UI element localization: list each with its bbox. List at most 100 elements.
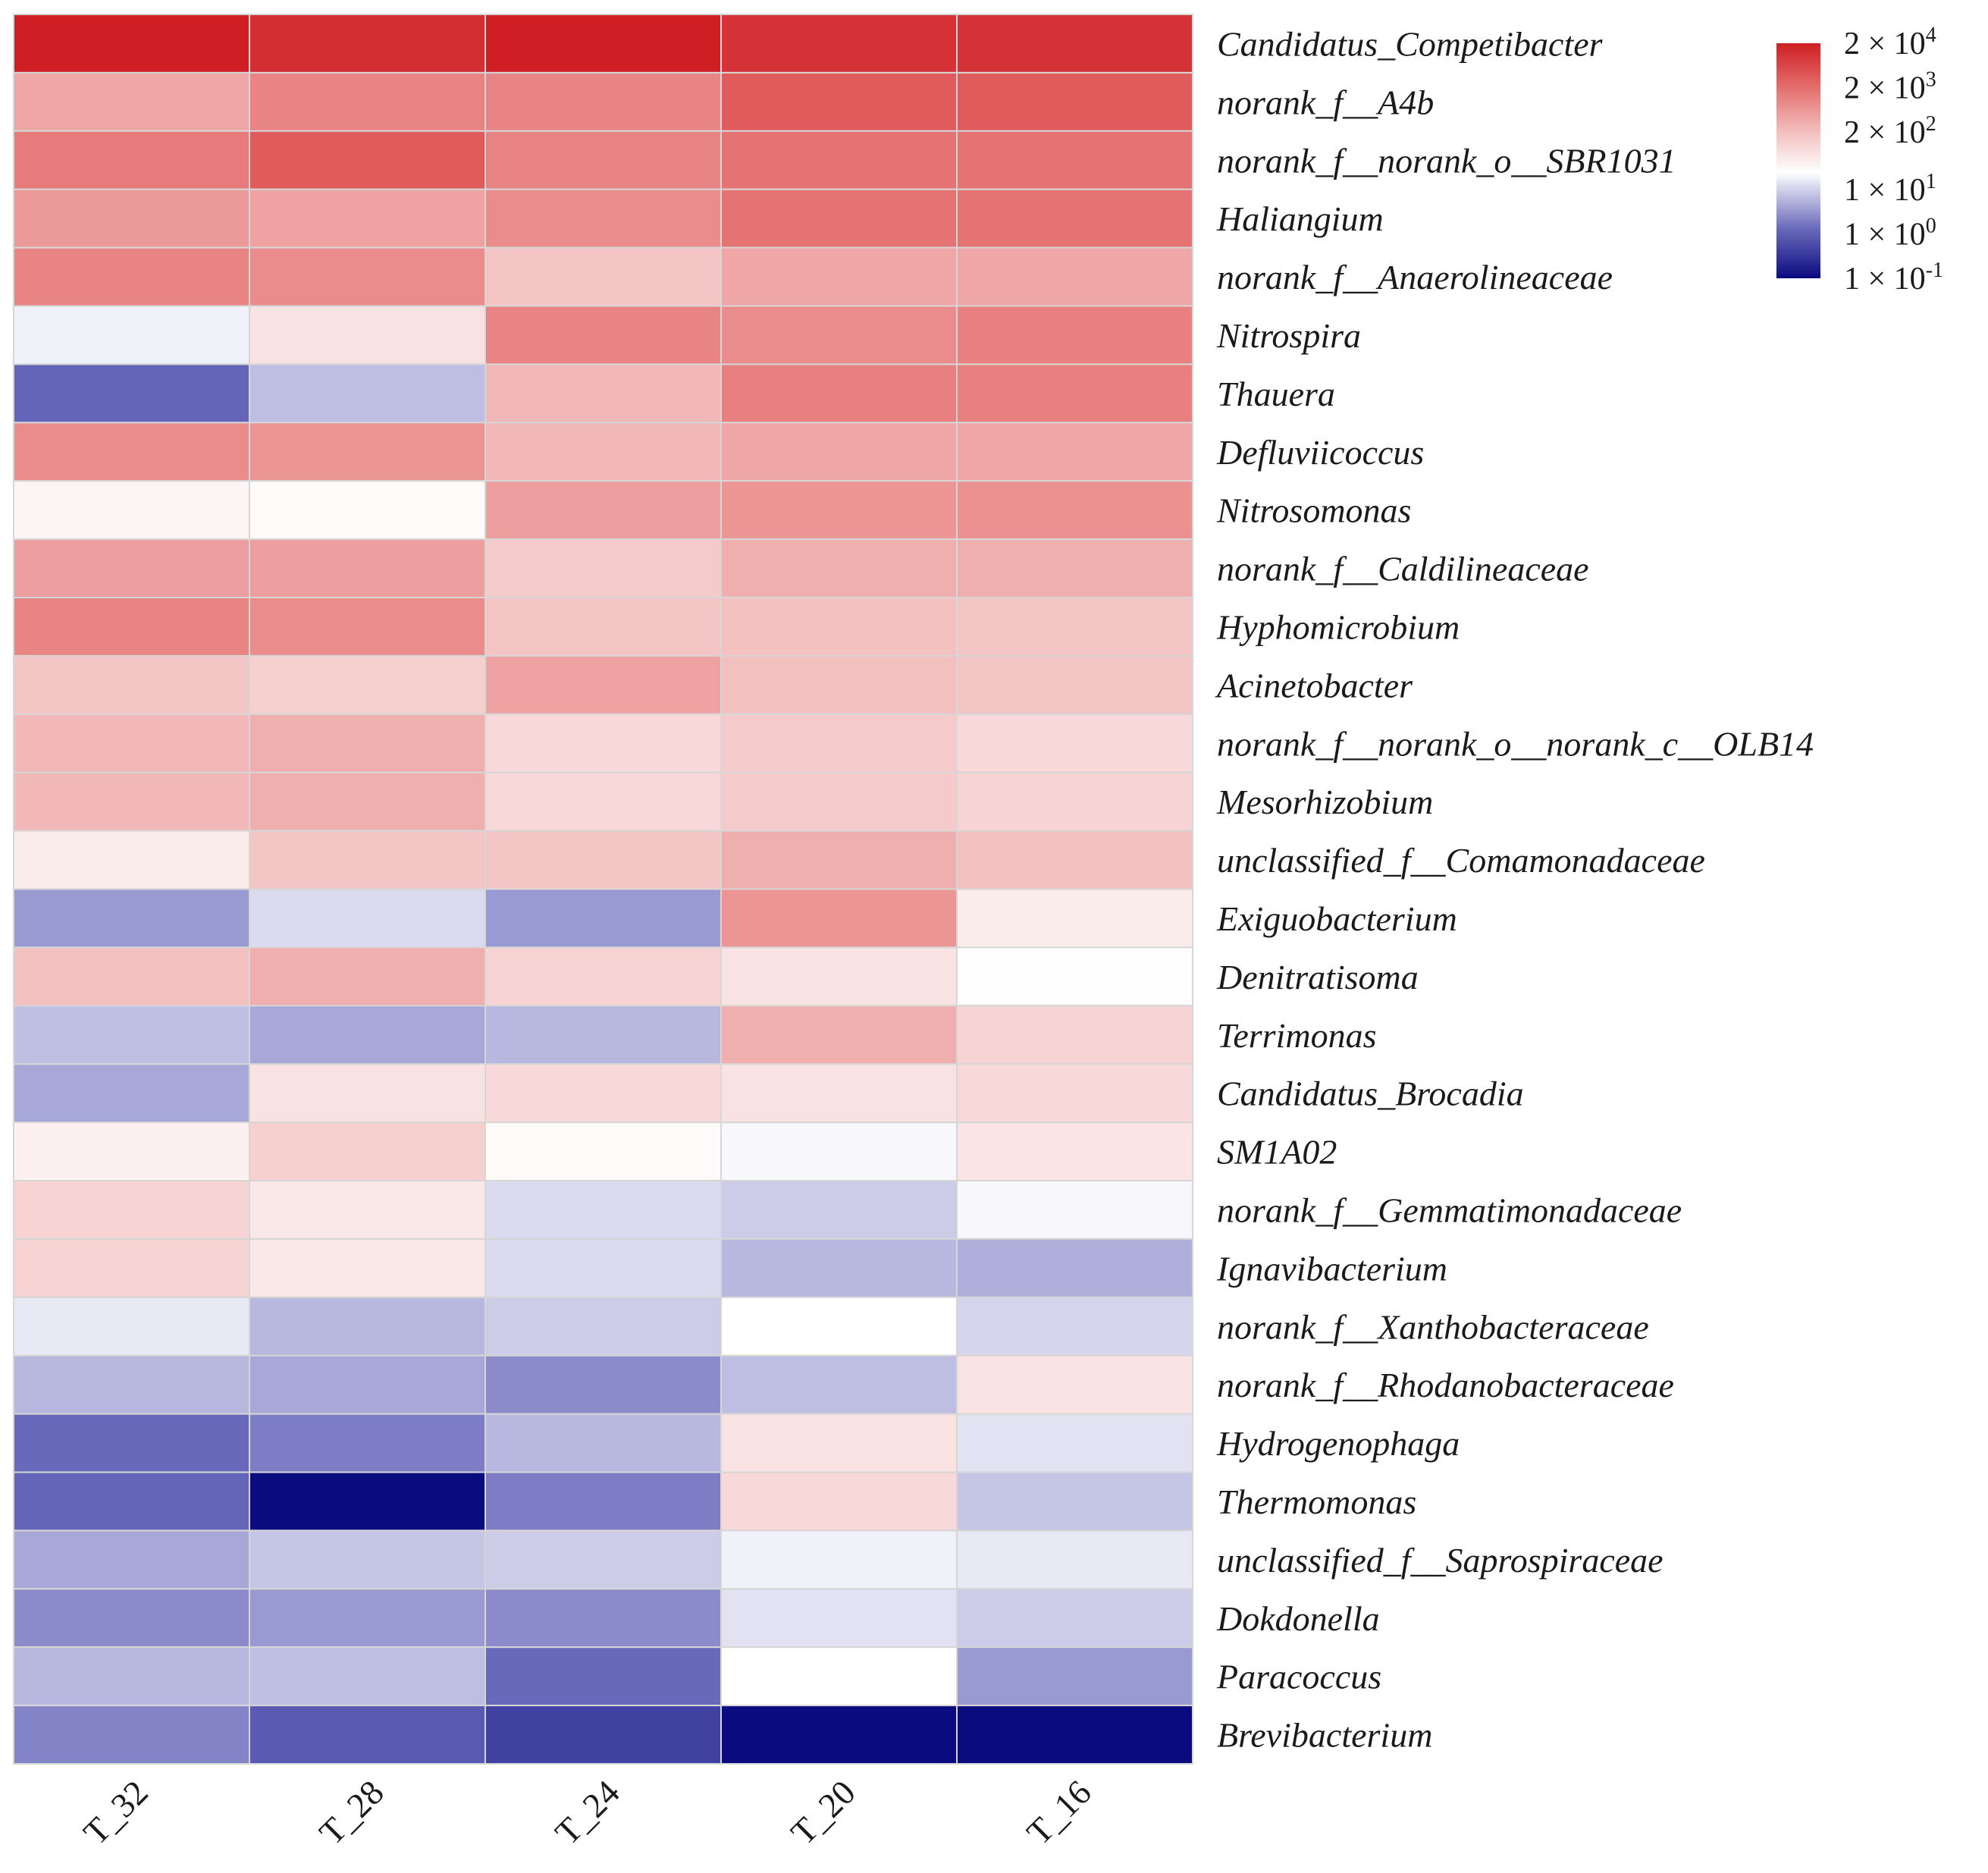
heatmap-cell	[484, 771, 722, 832]
heatmap-cell	[13, 1413, 250, 1473]
heatmap-cell	[720, 946, 958, 1007]
heatmap-cell	[13, 1296, 250, 1357]
row-label: norank_f__Caldilineaceae	[1217, 550, 1589, 588]
heatmap-cell	[720, 1588, 958, 1649]
heatmap-cell	[484, 1471, 722, 1532]
heatmap-cell	[720, 1354, 958, 1415]
heatmap-cell	[249, 1588, 486, 1649]
heatmap-cell	[720, 1005, 958, 1065]
row-label: SM1A02	[1217, 1133, 1337, 1172]
column-label: T_20	[783, 1773, 863, 1853]
heatmap-cell	[249, 597, 486, 657]
legend-tick-label: 2 × 103	[1844, 67, 1936, 105]
heatmap-cell	[720, 713, 958, 773]
heatmap-cell	[249, 1705, 486, 1765]
heatmap-cell	[249, 713, 486, 773]
heatmap-cell	[956, 1122, 1193, 1181]
heatmap-cell	[720, 1646, 958, 1707]
heatmap-cell	[13, 1646, 250, 1707]
heatmap-cell	[956, 422, 1193, 482]
heatmap-cell	[249, 1354, 486, 1415]
legend-tick-base: 1 × 10	[1844, 173, 1926, 208]
heatmap-cell	[13, 1063, 250, 1124]
legend-tick-exponent: 4	[1926, 24, 1936, 47]
heatmap-cell	[956, 1005, 1193, 1065]
legend-tick-label: 1 × 100	[1844, 215, 1936, 253]
heatmap-cell	[249, 1122, 486, 1181]
heatmap-cell	[484, 1588, 722, 1649]
heatmap-cell	[720, 1063, 958, 1124]
row-label: norank_f__Xanthobacteraceae	[1217, 1307, 1649, 1346]
heatmap-cell	[956, 130, 1193, 190]
row-label: norank_f__Rhodanobacteraceae	[1217, 1366, 1674, 1404]
heatmap-cell	[13, 946, 250, 1007]
row-label: Denitratisoma	[1216, 958, 1419, 996]
legend-tick-exponent: -1	[1926, 259, 1943, 282]
heatmap-cell	[720, 1296, 958, 1357]
legend-tick-exponent: 3	[1926, 67, 1936, 91]
heatmap-cell	[249, 14, 486, 74]
heatmap-cell	[484, 597, 722, 657]
heatmap-cell	[956, 305, 1193, 366]
heatmap-cell	[249, 946, 486, 1007]
heatmap-cell	[13, 305, 250, 366]
heatmap-cell	[956, 71, 1193, 132]
heatmap-cell	[956, 654, 1193, 715]
heatmap-cell	[484, 830, 722, 890]
heatmap-cell	[249, 422, 486, 482]
heatmap-cell	[13, 1180, 250, 1240]
row-labels: Candidatus_Competibacter norank_f__A4bnor…	[1215, 24, 1814, 1754]
heatmap-cell	[13, 363, 250, 424]
row-label: Dokdonella	[1216, 1599, 1380, 1638]
legend-tick-exponent: 1	[1926, 170, 1936, 193]
row-label: unclassified_f__Saprospiraceae	[1217, 1541, 1663, 1580]
heatmap-cell	[956, 1471, 1193, 1532]
heatmap-cell	[484, 1705, 722, 1765]
column-label: T_32	[76, 1773, 155, 1853]
heatmap-cell	[720, 597, 958, 657]
legend-color-bar	[1776, 43, 1820, 278]
heatmap-cell	[720, 1705, 958, 1765]
heatmap-cell	[720, 771, 958, 832]
heatmap-cell	[13, 130, 250, 190]
legend-tick-base: 2 × 10	[1844, 71, 1926, 105]
heatmap-cell	[956, 1180, 1193, 1240]
heatmap-cell	[13, 480, 250, 541]
heatmap-cell	[249, 363, 486, 424]
heatmap-cell	[484, 1413, 722, 1473]
heatmap-cell	[13, 654, 250, 715]
heatmap-cell	[956, 771, 1193, 832]
heatmap-cell	[249, 1180, 486, 1240]
heatmap-cell	[720, 130, 958, 190]
heatmap-cell	[956, 1413, 1193, 1473]
heatmap-cell	[249, 654, 486, 715]
heatmap-cell	[249, 771, 486, 832]
heatmap-cell	[956, 363, 1193, 424]
heatmap-cell	[484, 1354, 722, 1415]
heatmap-cell	[956, 1646, 1193, 1707]
heatmap-cell	[13, 830, 250, 890]
row-label: Candidatus_Brocadia	[1217, 1075, 1524, 1113]
heatmap-cell	[956, 188, 1193, 249]
heatmap-cell	[13, 1705, 250, 1765]
heatmap-cell	[249, 246, 486, 307]
heatmap-cell	[249, 71, 486, 132]
heatmap-cell	[484, 1529, 722, 1590]
heatmap-cell	[13, 1471, 250, 1532]
heatmap-cell	[249, 1063, 486, 1124]
heatmap-cell	[249, 1646, 486, 1707]
column-labels: T_32 T_28 T_24 T_20 T_16	[76, 1773, 1099, 1853]
heatmap-cells	[13, 14, 1193, 1765]
legend-tick-label: 2 × 102	[1844, 112, 1936, 150]
heatmap-cell	[956, 1296, 1193, 1357]
heatmap-cell	[484, 363, 722, 424]
heatmap-cell	[956, 538, 1193, 598]
row-label: Thermomonas	[1217, 1482, 1416, 1521]
heatmap-cell	[720, 422, 958, 482]
heatmap-cell	[249, 1238, 486, 1298]
heatmap-cell	[720, 1529, 958, 1590]
heatmap-cell	[13, 1354, 250, 1415]
heatmap-cell	[484, 130, 722, 190]
heatmap-cell	[249, 188, 486, 249]
